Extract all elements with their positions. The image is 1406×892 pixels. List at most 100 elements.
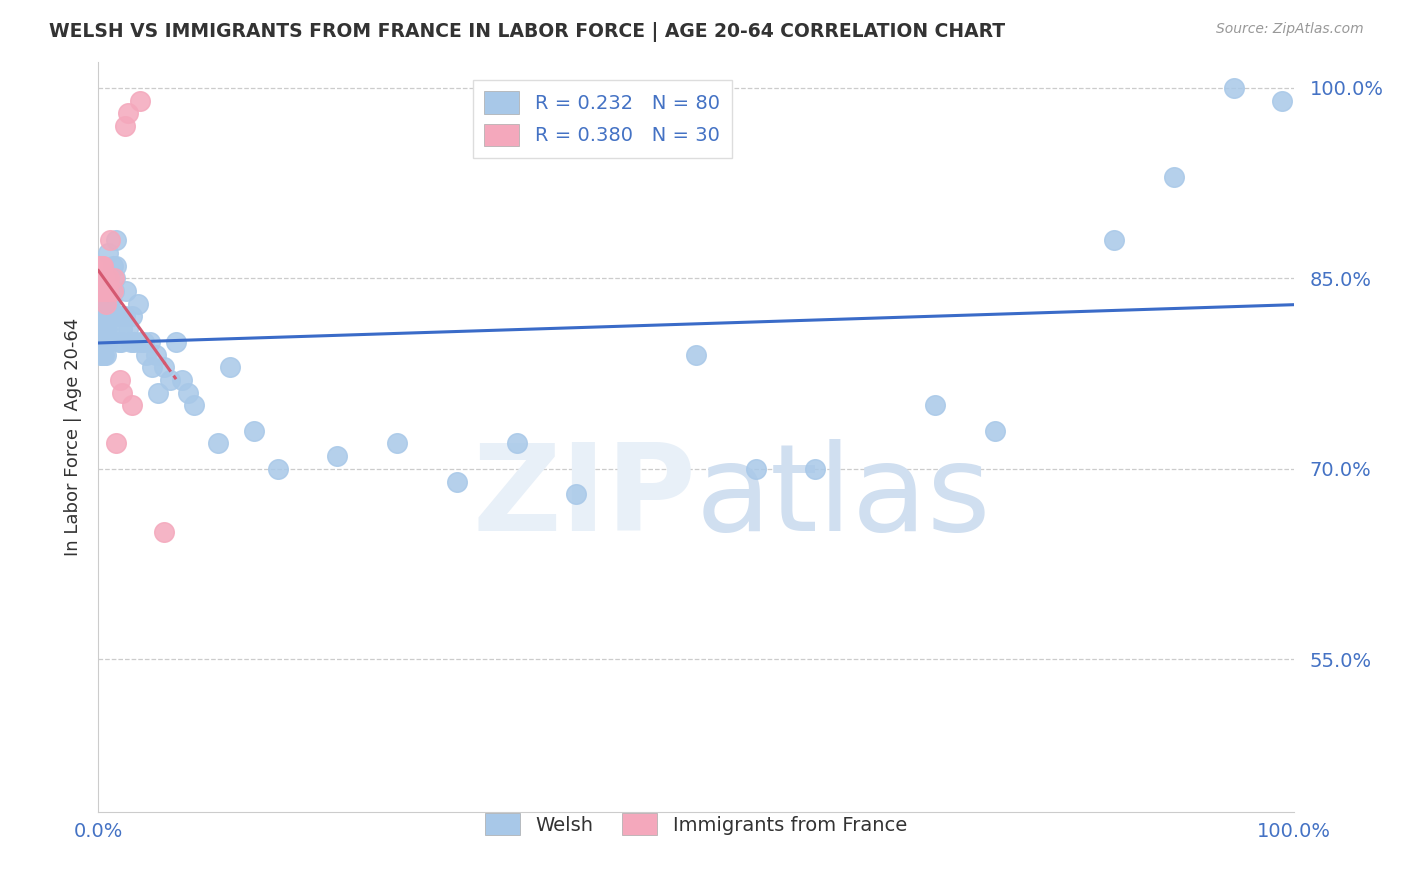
Point — [90, 322, 112, 336]
Point — [91, 334, 114, 349]
Point — [91, 334, 114, 349]
Point — [326, 449, 349, 463]
Point — [685, 347, 707, 361]
Point — [93, 347, 115, 361]
Point — [104, 271, 127, 285]
Point — [100, 284, 122, 298]
Point — [94, 347, 117, 361]
Point — [97, 271, 120, 285]
Point — [91, 347, 114, 361]
Point — [121, 398, 143, 412]
Point — [446, 475, 468, 489]
Point — [108, 373, 131, 387]
Point — [94, 322, 117, 336]
Text: Source: ZipAtlas.com: Source: ZipAtlas.com — [1216, 22, 1364, 37]
Point — [97, 297, 120, 311]
Point — [91, 322, 114, 336]
Point — [91, 284, 114, 298]
Point — [94, 284, 117, 298]
Point — [91, 347, 114, 361]
Point — [103, 271, 125, 285]
Point — [91, 271, 114, 285]
Point — [207, 436, 229, 450]
Point — [91, 271, 114, 285]
Point — [153, 525, 176, 540]
Point — [94, 310, 117, 324]
Point — [98, 310, 122, 324]
Point — [132, 334, 155, 349]
Text: atlas: atlas — [696, 439, 991, 556]
Point — [117, 106, 139, 120]
Point — [94, 297, 117, 311]
Point — [89, 284, 111, 298]
Point — [165, 334, 187, 349]
Point — [804, 462, 827, 476]
Point — [98, 271, 121, 285]
Point — [243, 424, 266, 438]
Text: ZIP: ZIP — [472, 439, 696, 556]
Point — [117, 322, 139, 336]
Point — [91, 322, 114, 336]
Legend: Welsh, Immigrants from France: Welsh, Immigrants from France — [477, 805, 915, 843]
Point — [267, 462, 290, 476]
Point — [91, 310, 114, 324]
Point — [90, 259, 112, 273]
Point — [177, 385, 200, 400]
Point — [148, 385, 170, 400]
Point — [105, 436, 128, 450]
Point — [924, 398, 946, 412]
Point — [96, 334, 118, 349]
Point — [103, 284, 125, 298]
Point — [745, 462, 768, 476]
Y-axis label: In Labor Force | Age 20-64: In Labor Force | Age 20-64 — [63, 318, 82, 557]
Point — [506, 436, 529, 450]
Point — [90, 271, 112, 285]
Point — [1104, 233, 1126, 247]
Point — [984, 424, 1007, 438]
Point — [183, 398, 205, 412]
Point — [1223, 80, 1246, 95]
Point — [1163, 169, 1185, 184]
Point — [91, 259, 114, 273]
Point — [96, 310, 118, 324]
Point — [219, 360, 242, 375]
Point — [107, 310, 129, 324]
Point — [89, 271, 111, 285]
Point — [145, 347, 167, 361]
Point — [93, 334, 115, 349]
Point — [98, 284, 122, 298]
Point — [139, 334, 162, 349]
Point — [129, 334, 152, 349]
Point — [89, 259, 111, 273]
Point — [93, 271, 115, 285]
Point — [110, 334, 132, 349]
Point — [153, 360, 176, 375]
Point — [385, 436, 409, 450]
Point — [98, 233, 122, 247]
Point — [114, 119, 136, 133]
Point — [141, 360, 163, 375]
Point — [1271, 94, 1294, 108]
Point — [93, 334, 115, 349]
Point — [90, 347, 112, 361]
Point — [105, 233, 128, 247]
Point — [90, 284, 112, 298]
Point — [98, 297, 121, 311]
Point — [91, 259, 114, 273]
Point — [108, 310, 131, 324]
Point — [93, 284, 115, 298]
Point — [121, 310, 143, 324]
Point — [89, 334, 111, 349]
Text: WELSH VS IMMIGRANTS FROM FRANCE IN LABOR FORCE | AGE 20-64 CORRELATION CHART: WELSH VS IMMIGRANTS FROM FRANCE IN LABOR… — [49, 22, 1005, 42]
Point — [100, 310, 122, 324]
Point — [129, 94, 152, 108]
Point — [96, 284, 118, 298]
Point — [114, 310, 136, 324]
Point — [98, 297, 122, 311]
Point — [159, 373, 181, 387]
Point — [105, 259, 128, 273]
Point — [101, 284, 124, 298]
Point — [97, 284, 120, 298]
Point — [111, 385, 134, 400]
Point — [111, 322, 134, 336]
